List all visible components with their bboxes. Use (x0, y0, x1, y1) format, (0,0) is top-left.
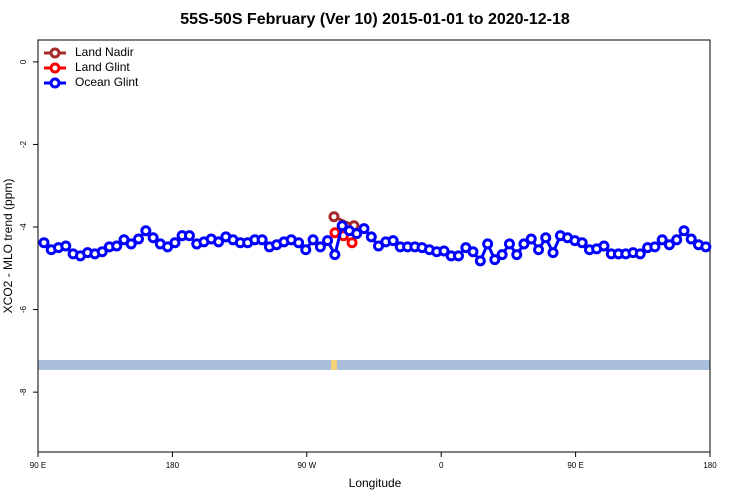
data-point (329, 227, 341, 239)
data-point (503, 238, 515, 250)
data-point (329, 249, 341, 261)
data-point (256, 234, 268, 246)
data-point (489, 254, 501, 266)
x-tick-label: 180 (703, 461, 717, 470)
chart-title: 55S-50S February (Ver 10) 2015-01-01 to … (180, 11, 570, 28)
x-tick-label: 180 (166, 461, 180, 470)
data-point (60, 240, 72, 252)
data-point (147, 232, 159, 244)
data-point (656, 234, 668, 246)
data-point (518, 238, 530, 250)
data-point (346, 237, 358, 249)
data-point (685, 233, 697, 245)
y-axis-label: XCO2 - MLO trend (ppm) (1, 179, 15, 314)
data-point (307, 234, 319, 246)
x-tick-label: 90 E (30, 461, 46, 470)
data-point (322, 235, 334, 247)
data-point (314, 241, 326, 253)
data-point (663, 239, 675, 251)
data-point (111, 240, 123, 252)
y-tick-label: 0 (19, 59, 28, 64)
data-point (474, 255, 486, 267)
data-point (576, 237, 588, 249)
y-tick-label: -4 (19, 223, 28, 231)
data-point (700, 241, 712, 253)
legend-label: Land Glint (75, 60, 130, 74)
x-tick-label: 90 W (297, 461, 316, 470)
data-point (328, 211, 340, 223)
legend-label: Land Nadir (75, 45, 134, 59)
data-point (649, 241, 661, 253)
data-point (438, 245, 450, 257)
data-point (678, 225, 690, 237)
legend-label: Ocean Glint (75, 75, 139, 89)
data-point (140, 225, 152, 237)
data-point (387, 235, 399, 247)
legend-marker (49, 62, 61, 74)
data-point (634, 248, 646, 260)
data-point (133, 233, 145, 245)
x-axis-label: Longitude (349, 476, 402, 490)
y-tick-label: -6 (19, 305, 28, 313)
y-tick-label: -2 (19, 140, 28, 148)
data-point (336, 220, 348, 232)
data-point (38, 237, 50, 249)
data-point (496, 249, 508, 261)
surface-band (38, 360, 710, 370)
surface-band-land (331, 360, 337, 370)
data-point (125, 238, 137, 250)
data-point (213, 236, 225, 248)
data-point (598, 240, 610, 252)
data-point (351, 228, 363, 240)
data-point (358, 223, 370, 235)
data-point (293, 237, 305, 249)
data-point (467, 246, 479, 258)
data-point (671, 234, 683, 246)
data-point (540, 232, 552, 244)
data-point (511, 249, 523, 261)
data-point (365, 231, 377, 243)
x-tick-label: 0 (439, 461, 444, 470)
data-point (169, 237, 181, 249)
data-point (533, 244, 545, 256)
data-point (183, 230, 195, 242)
data-point (96, 246, 108, 258)
legend-marker (49, 77, 61, 89)
data-point (482, 238, 494, 250)
legend-marker (49, 47, 61, 59)
y-tick-label: -8 (19, 388, 28, 396)
x-tick-label: 90 E (567, 461, 583, 470)
data-point (453, 250, 465, 262)
data-point (525, 233, 537, 245)
data-point (300, 244, 312, 256)
data-point (547, 247, 559, 259)
